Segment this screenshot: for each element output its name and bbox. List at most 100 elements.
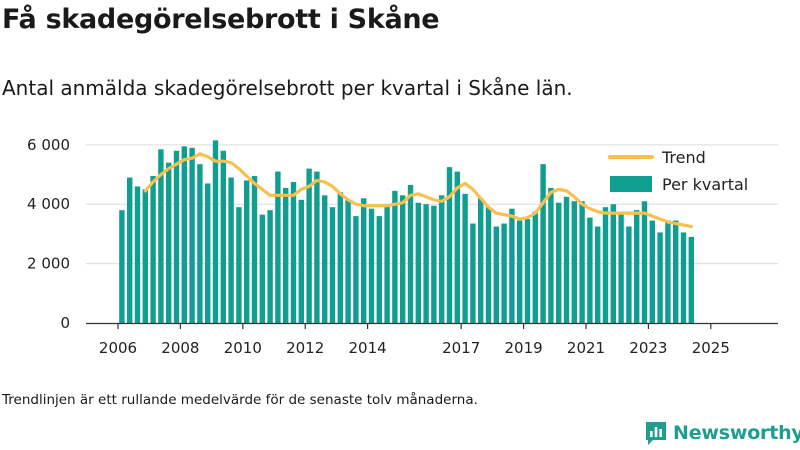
bar (251, 176, 258, 323)
x-tick-label: 2025 (692, 339, 730, 357)
bar (314, 171, 320, 323)
bars-per-kvartal (119, 140, 694, 323)
y-axis-ticks: 0 2 000 4 000 6 000 (27, 136, 70, 332)
bar (470, 223, 476, 323)
bar (376, 216, 382, 323)
bar (353, 216, 359, 323)
chart-area: 0 2 000 4 000 6 000 2006 2008 2010 2012 2014 201… (27, 136, 778, 357)
bar (361, 198, 367, 323)
bar (462, 193, 468, 323)
bar (439, 195, 445, 323)
bar (275, 171, 281, 323)
bar (345, 199, 351, 323)
bar (181, 146, 187, 323)
trend-line (143, 152, 693, 229)
bar (267, 210, 273, 323)
bar (368, 208, 375, 323)
bar (524, 219, 531, 323)
bar (244, 180, 250, 323)
bar (423, 204, 429, 323)
newsworthy-logo-icon (646, 422, 666, 445)
bar (290, 181, 297, 323)
bar (189, 147, 195, 323)
x-tick-label: 2014 (349, 339, 387, 357)
bar (259, 214, 265, 323)
chart-subtitle: Antal anmälda skadegörelsebrott per kvar… (2, 76, 573, 100)
bar (166, 162, 172, 323)
bar (478, 198, 484, 323)
legend-bar-swatch (610, 176, 652, 192)
bar (517, 220, 523, 323)
legend-trend-label: Trend (661, 148, 706, 167)
bar (158, 149, 164, 323)
y-tick-label: 0 (60, 314, 70, 332)
bar (540, 164, 546, 323)
bar (587, 217, 593, 323)
x-tick-label: 2023 (629, 339, 667, 357)
x-tick-label: 2010 (224, 339, 262, 357)
bar (548, 187, 554, 323)
bar (322, 195, 328, 323)
x-tick-label: 2012 (286, 339, 324, 357)
x-axis: 2006 2008 2010 2012 2014 2017 2019 2021 2023 2025 (86, 322, 778, 357)
bar (454, 171, 460, 323)
bar (595, 226, 601, 323)
newsworthy-logo[interactable]: Newsworthy (644, 420, 800, 446)
bar (150, 176, 156, 323)
x-tick-label: 2019 (505, 339, 543, 357)
x-tick-label: 2006 (99, 339, 137, 357)
bar (127, 177, 133, 323)
x-tick-label: 2021 (567, 339, 605, 357)
bar (571, 201, 577, 323)
bar (407, 184, 414, 323)
bar (228, 177, 234, 323)
bar (205, 183, 211, 323)
bar (673, 220, 679, 323)
trend-line-layer (143, 152, 693, 229)
bar (173, 150, 180, 323)
bar (220, 150, 226, 323)
bar (485, 207, 492, 323)
bar (493, 226, 499, 323)
y-tick-label: 4 000 (27, 195, 70, 213)
bar (610, 204, 616, 323)
bar (236, 207, 242, 323)
bar (306, 168, 312, 323)
bar (688, 236, 694, 323)
bar (665, 220, 671, 323)
brand-name: Newsworthy (673, 422, 800, 444)
bar (563, 196, 570, 323)
x-tick-label: 2017 (442, 339, 480, 357)
bar (602, 207, 609, 323)
bar (283, 187, 289, 323)
bar (400, 195, 406, 323)
bar (680, 232, 687, 323)
bar (142, 189, 148, 323)
bar (634, 210, 640, 323)
bar (392, 190, 398, 323)
bar (384, 204, 390, 323)
y-tick-label: 2 000 (27, 255, 70, 273)
legend: Trend Per kvartal (608, 148, 748, 194)
bar (641, 201, 648, 323)
x-tick-label: 2008 (161, 339, 199, 357)
chart-title: Få skadegörelsebrott i Skåne (2, 4, 440, 35)
bar (626, 226, 632, 323)
legend-bar-label: Per kvartal (662, 175, 748, 194)
bar (649, 220, 655, 323)
bar (337, 192, 343, 323)
bar (415, 202, 421, 323)
bar (501, 223, 507, 323)
bar (431, 205, 437, 323)
bar (298, 199, 304, 323)
bar (618, 213, 624, 323)
bar (446, 167, 453, 323)
bar (556, 202, 562, 323)
y-tick-label: 6 000 (27, 136, 70, 154)
bar (119, 210, 125, 323)
bar (212, 140, 219, 323)
bar (134, 186, 141, 323)
footnote: Trendlinjen är ett rullande medelvärde f… (2, 392, 478, 408)
bar (509, 208, 515, 323)
bar (657, 232, 663, 323)
